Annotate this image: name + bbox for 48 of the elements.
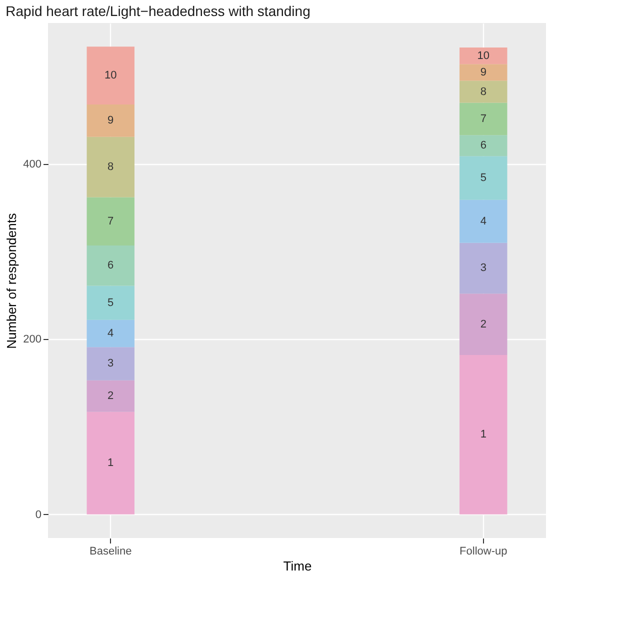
- bar: [460, 48, 508, 64]
- series-label: 5: [108, 296, 114, 309]
- bar: [86, 347, 134, 380]
- text: 3: [480, 262, 486, 274]
- series-label: 8: [480, 86, 486, 98]
- y-tick-label: 0: [35, 508, 42, 521]
- text: 5: [480, 172, 486, 184]
- text: 8: [108, 161, 114, 174]
- bar: [460, 242, 508, 294]
- text: 7: [108, 215, 114, 228]
- x-tick-label: Baseline: [90, 546, 132, 558]
- series-label: 2: [108, 390, 114, 402]
- bar: [460, 102, 508, 136]
- bar: [86, 245, 134, 286]
- bar: [86, 197, 134, 246]
- bar: [460, 354, 508, 514]
- bar: [460, 200, 508, 243]
- bar: [460, 64, 508, 81]
- series-label: 1: [108, 457, 114, 470]
- bar: [86, 46, 134, 104]
- series-label: 7: [480, 112, 486, 125]
- text: 10: [104, 70, 117, 82]
- x-axis-title: Time: [283, 558, 312, 574]
- bar: [460, 135, 508, 156]
- bar: [86, 380, 134, 412]
- bar: [86, 136, 134, 198]
- text: 6: [108, 260, 114, 272]
- bar: [86, 286, 134, 320]
- text: 4: [480, 215, 486, 228]
- series-label: 3: [108, 358, 114, 370]
- text: 2: [480, 318, 486, 330]
- chart-title: Rapid heart rate/Light−headedness with standing: [6, 3, 310, 19]
- y-tick-label: 200: [23, 334, 42, 346]
- text: 9: [108, 114, 114, 127]
- series-label: 9: [480, 66, 486, 78]
- bar: [86, 104, 134, 137]
- y-axis-title: Number of respondents: [4, 212, 20, 349]
- bar: [460, 294, 508, 355]
- text: 1: [480, 428, 486, 441]
- bar: [460, 80, 508, 103]
- bar: [86, 412, 134, 514]
- x-tick-label: Follow-up: [460, 546, 508, 558]
- series-label: 10: [477, 50, 490, 62]
- bar: [460, 156, 508, 200]
- bar: [86, 320, 134, 348]
- series-label: 4: [108, 327, 114, 340]
- series-label: 6: [480, 140, 486, 152]
- y-tick-label: 400: [23, 158, 42, 171]
